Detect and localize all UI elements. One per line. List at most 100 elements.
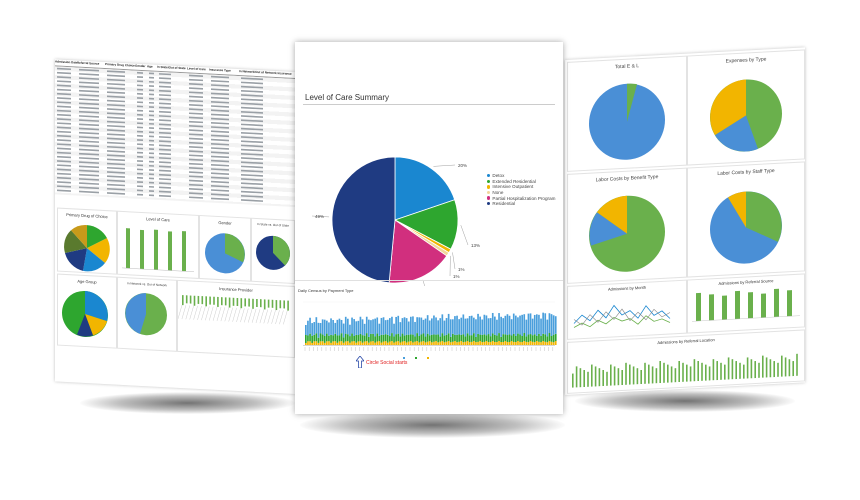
sheet-cell	[189, 196, 203, 199]
legend-item-extended-residential[interactable]: Extended Residential	[487, 179, 555, 185]
census-bar-segment	[540, 318, 542, 336]
pie-slice-partial-hospitalization-program[interactable]	[388, 219, 448, 284]
legend-item-detox[interactable]: Detox	[487, 173, 555, 179]
sheet-cell	[57, 172, 71, 176]
census-bar-segment	[458, 334, 460, 342]
census-bar-segment	[393, 336, 395, 343]
census-bar-segment	[407, 341, 410, 345]
sheet-cell	[57, 168, 71, 171]
sheet-cell	[137, 130, 143, 133]
sheet-cell	[241, 119, 263, 123]
sheet-header-level: Level of Care	[187, 66, 206, 72]
sheet-cell	[189, 141, 203, 145]
legend-item-partial-hospitalization-program[interactable]: Partial Hospitalization Program	[487, 195, 555, 201]
census-bar-segment	[338, 335, 341, 342]
insurance-bar	[209, 296, 211, 305]
census-bar-segment	[315, 341, 318, 345]
sheet-cell	[241, 131, 263, 135]
referral-source-bar	[787, 290, 792, 317]
census-bar-segment	[439, 336, 442, 342]
legend-item-none[interactable]: None	[487, 190, 555, 196]
census-bar-segment	[361, 319, 364, 336]
sheet-cell	[241, 140, 263, 144]
insurance-bar	[228, 297, 231, 308]
age-group-pie	[62, 290, 108, 338]
census-bar-segment	[498, 341, 500, 345]
sheet-cell	[79, 102, 99, 106]
referral-location-bar	[686, 364, 688, 382]
census-bar-segment	[470, 341, 473, 345]
insurance-axis-label	[244, 308, 249, 323]
sheet-cell	[79, 81, 99, 85]
census-bar-segment	[460, 341, 463, 345]
referral-source-bar	[696, 292, 701, 322]
census-bar-segment	[351, 341, 353, 345]
census-bar-segment	[372, 333, 374, 342]
referral-location-bar	[731, 359, 734, 380]
census-bar-segment	[370, 333, 372, 342]
census-bar-segment	[540, 335, 542, 343]
legend-item-intensive-outpatient[interactable]: Intensive Outpatient	[487, 184, 555, 190]
census-bar-segment	[311, 323, 313, 336]
census-bar-segment	[529, 334, 532, 342]
census-bar-segment	[389, 336, 391, 342]
sheet-cell	[57, 130, 71, 134]
sheet-cell	[57, 126, 71, 129]
census-bar-segment	[330, 342, 332, 345]
referral-location-bar	[636, 368, 639, 385]
sheet-cell	[57, 97, 71, 100]
referral-location-bar	[750, 359, 753, 379]
census-bar-segment	[456, 334, 458, 343]
census-bar-segment	[470, 315, 473, 336]
sheet-cell	[211, 109, 229, 112]
sheet-cell	[211, 79, 229, 83]
referral-location-bar	[591, 364, 593, 387]
sheet-cell	[57, 101, 71, 104]
census-bar-segment	[307, 341, 309, 345]
sheet-cell	[211, 155, 229, 159]
sheet-cell	[107, 124, 125, 128]
census-bar-segment	[447, 341, 450, 345]
census-bar-segment	[340, 319, 343, 334]
sheet-cell	[241, 182, 263, 186]
census-bar-segment	[487, 342, 490, 345]
census-bar-segment	[477, 341, 479, 345]
pie-slice-detox[interactable]	[394, 156, 456, 221]
census-bar-segment	[544, 313, 547, 335]
census-bar-segment	[456, 315, 458, 335]
census-bar-segment	[473, 317, 475, 334]
census-bar-segment	[443, 335, 446, 343]
census-bar-segment	[483, 314, 486, 335]
census-bar-segment	[412, 316, 414, 335]
sheet-header-admission-date: Admission Date	[55, 59, 77, 65]
sheet-cell	[107, 162, 125, 166]
pie-slice-residential[interactable]	[331, 156, 396, 284]
census-bar-segment	[517, 341, 519, 345]
referral-location-bar	[629, 364, 631, 385]
census-bar-segment	[529, 341, 532, 345]
sheet-cell	[211, 138, 229, 142]
census-bar-segment	[370, 341, 372, 345]
census-bar-segment	[389, 341, 391, 345]
census-bar-segment	[466, 333, 469, 342]
sheet-cell	[79, 89, 99, 93]
sheet-cell	[107, 183, 125, 187]
sheet-cell	[189, 129, 203, 132]
sheet-cell	[57, 151, 71, 155]
census-bar-segment	[368, 319, 370, 337]
drug-choice-panel: Primary Drug of Choice	[57, 207, 117, 275]
sheet-cell	[107, 145, 125, 149]
referral-location-bar	[796, 353, 798, 376]
census-bar-segment	[519, 315, 521, 335]
census-bar-segment	[342, 342, 345, 345]
sheet-cell	[241, 148, 263, 152]
legend-item-residential[interactable]: Residential	[487, 201, 555, 207]
sheet-cell	[241, 136, 263, 139]
state-pie	[256, 235, 290, 270]
sheet-cell	[189, 175, 203, 178]
sheet-cell	[57, 113, 71, 117]
census-bar-segment	[323, 342, 326, 345]
census-bar-segment	[531, 341, 534, 345]
referral-location-bar	[693, 359, 696, 382]
insurance-axis-label	[251, 308, 257, 323]
